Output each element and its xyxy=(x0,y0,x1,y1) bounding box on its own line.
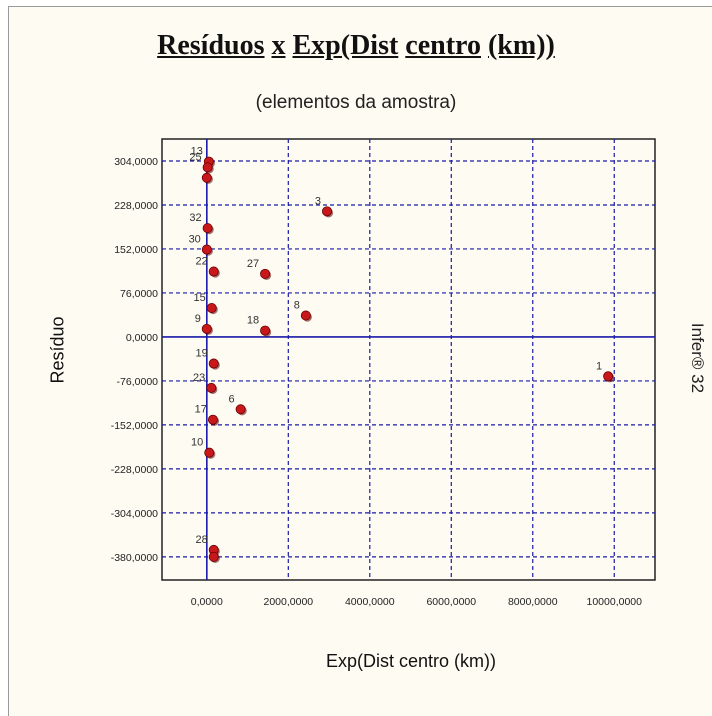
data-point xyxy=(206,382,217,393)
y-tick-label: -152,0000 xyxy=(111,420,158,432)
title-word: x xyxy=(271,30,286,61)
data-point xyxy=(208,551,219,562)
data-point xyxy=(201,244,212,255)
data-point xyxy=(208,358,219,369)
point-label: 13 xyxy=(191,146,203,158)
point-label: 23 xyxy=(193,372,205,384)
point-label: 9 xyxy=(195,313,201,325)
point-label: 30 xyxy=(189,234,201,246)
point-label: 6 xyxy=(229,393,235,405)
data-point xyxy=(202,223,213,234)
point-label: 17 xyxy=(195,404,207,416)
title-word: (km)) xyxy=(487,30,555,61)
point-label: 28 xyxy=(195,534,207,546)
data-point xyxy=(204,447,215,458)
title-word: centro xyxy=(405,30,481,61)
data-point xyxy=(201,323,212,334)
data-point xyxy=(206,302,217,313)
point-label: 8 xyxy=(294,300,300,312)
plot-area xyxy=(161,138,656,581)
data-point xyxy=(207,414,218,425)
chart-frame xyxy=(8,6,712,716)
x-tick-label: 0,0000 xyxy=(191,596,223,608)
x-tick-label: 2000,0000 xyxy=(263,596,313,608)
point-label: 22 xyxy=(195,256,207,268)
point-label: 32 xyxy=(189,212,201,224)
data-point xyxy=(201,172,212,183)
point-label: 15 xyxy=(193,292,205,304)
y-tick-label: -76,0000 xyxy=(117,376,159,388)
x-tick-label: 6000,0000 xyxy=(426,596,476,608)
y-tick-label: -228,0000 xyxy=(111,464,158,476)
x-tick-label: 10000,0000 xyxy=(587,596,643,608)
x-tick-label: 8000,0000 xyxy=(508,596,558,608)
point-label: 1 xyxy=(596,360,602,372)
data-point xyxy=(202,162,213,173)
point-label: 27 xyxy=(247,258,259,270)
title-word: Resíduos xyxy=(157,30,265,61)
y-tick-label: 152,0000 xyxy=(114,244,158,256)
y-tick-label: 76,0000 xyxy=(120,288,158,300)
data-point xyxy=(300,310,311,321)
point-label: 25 xyxy=(189,151,201,163)
point-label: 3 xyxy=(315,195,321,207)
y-tick-label: -380,0000 xyxy=(111,552,158,564)
y-tick-label: 304,0000 xyxy=(114,156,158,168)
point-label: 10 xyxy=(191,437,203,449)
point-label: 18 xyxy=(247,315,259,327)
data-point xyxy=(322,206,333,217)
point-label: 19 xyxy=(195,348,207,360)
y-tick-label: -304,0000 xyxy=(111,508,158,520)
data-point xyxy=(208,266,219,277)
chart-subtitle: (elementos da amostra) xyxy=(255,92,457,113)
title-word: Exp(Dist xyxy=(292,30,399,61)
data-point xyxy=(235,404,246,415)
y-tick-label: 228,0000 xyxy=(114,200,158,212)
y-tick-label: 0,0000 xyxy=(126,332,158,344)
data-point xyxy=(260,268,271,279)
data-point xyxy=(260,325,271,336)
chart-title: Resíduos x Exp(Dist centro (km)) xyxy=(0,30,712,62)
x-tick-label: 4000,0000 xyxy=(345,596,395,608)
x-axis-label: Exp(Dist centro (km)) xyxy=(325,651,496,671)
data-point xyxy=(603,371,614,382)
